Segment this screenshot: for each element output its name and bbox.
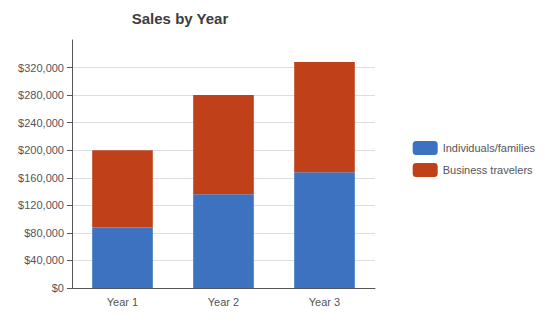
svg-text:Individuals/families: Individuals/families [443, 142, 536, 154]
svg-text:$0: $0 [52, 282, 64, 294]
svg-text:Year 3: Year 3 [309, 296, 340, 308]
svg-text:$320,000: $320,000 [18, 62, 64, 74]
svg-text:$280,000: $280,000 [18, 89, 64, 101]
svg-text:Year 2: Year 2 [208, 296, 239, 308]
svg-text:Year 1: Year 1 [107, 296, 138, 308]
svg-text:$160,000: $160,000 [18, 172, 64, 184]
svg-text:$40,000: $40,000 [24, 254, 64, 266]
svg-text:Business travelers: Business travelers [443, 164, 533, 176]
svg-text:Sales by Year: Sales by Year [132, 10, 229, 27]
svg-text:$80,000: $80,000 [24, 227, 64, 239]
svg-text:$240,000: $240,000 [18, 117, 64, 129]
svg-text:$200,000: $200,000 [18, 144, 64, 156]
svg-text:$120,000: $120,000 [18, 199, 64, 211]
